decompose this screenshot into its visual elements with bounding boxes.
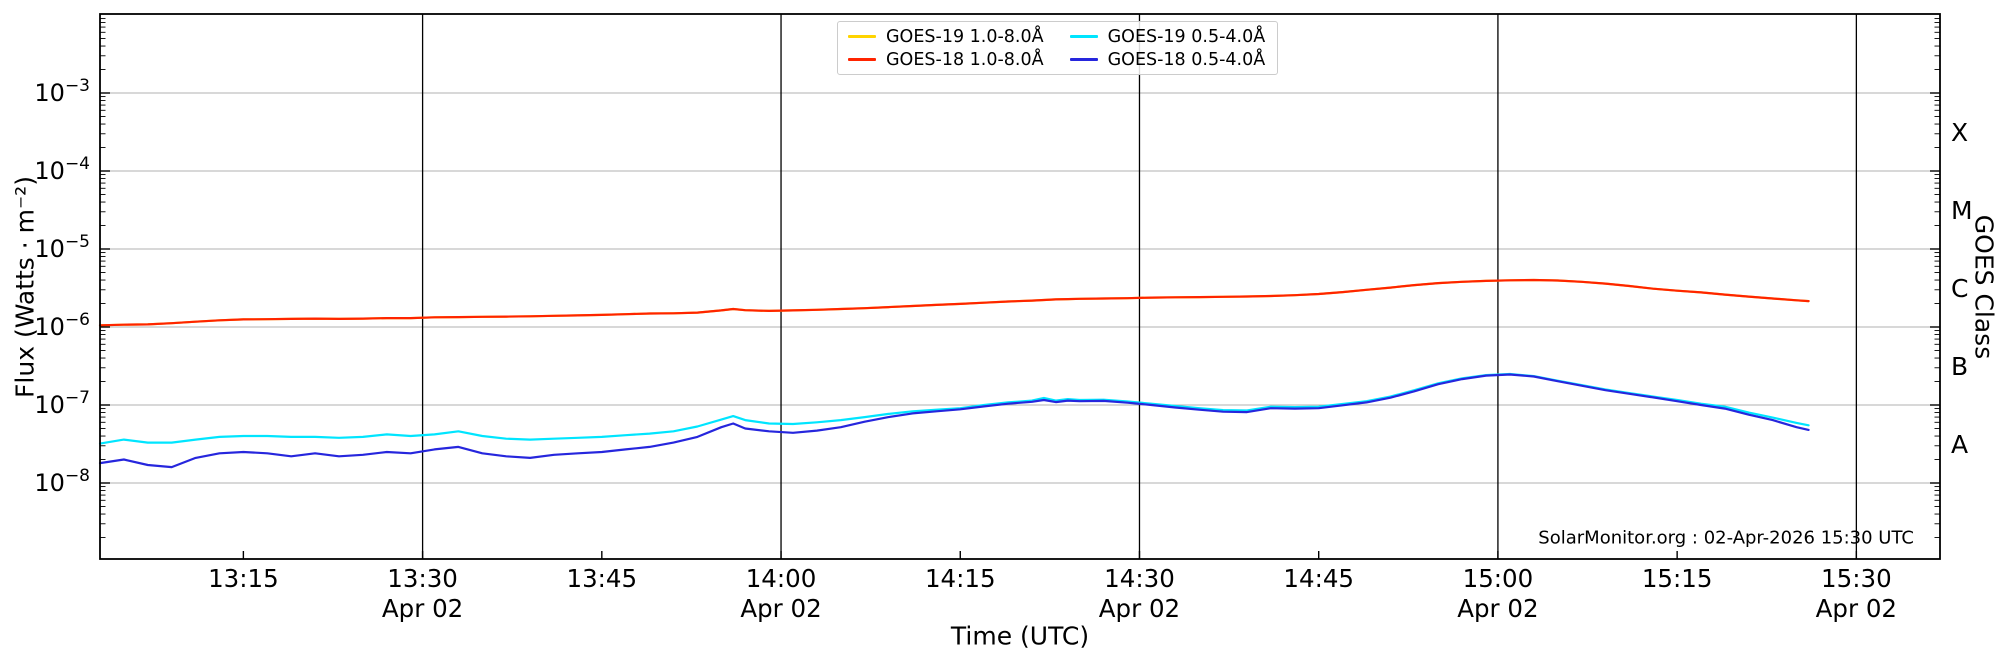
y-tick-label: 10−4 bbox=[34, 154, 90, 185]
x-tick-label: 15:15 bbox=[1642, 564, 1713, 593]
legend: GOES-19 1.0-8.0Å GOES-18 1.0-8.0Å GOES-19 … bbox=[837, 21, 1279, 75]
flux-curves bbox=[98, 278, 1810, 469]
legend-item: GOES-18 1.0-8.0Å bbox=[848, 50, 1044, 70]
legend-label: GOES-18 1.0-8.0Å bbox=[886, 49, 1044, 70]
x-tick-date-label: Apr 02 bbox=[1816, 594, 1897, 623]
goes-class-labels: X M C B A bbox=[1951, 118, 1973, 459]
legend-line-swatch bbox=[848, 58, 876, 61]
goes-class-c: C bbox=[1951, 274, 1968, 303]
x-tick-date-label: Apr 02 bbox=[382, 594, 463, 623]
series-goes-18-0.5-4.0- bbox=[98, 373, 1810, 469]
y-tick-label: 10−5 bbox=[34, 232, 90, 263]
axis-ticks bbox=[100, 18, 1940, 559]
x-tick-label: 14:15 bbox=[925, 564, 996, 593]
legend-label: GOES-18 0.5-4.0Å bbox=[1107, 49, 1266, 70]
x-tick-label: 14:45 bbox=[1283, 564, 1354, 593]
x-tick-date-label: Apr 02 bbox=[740, 594, 821, 623]
y-tick-label: 10−6 bbox=[34, 310, 90, 341]
x-tick-date-label: Apr 02 bbox=[1099, 594, 1180, 623]
x-tick-label: 14:30 bbox=[1104, 564, 1175, 593]
y-tick-label: 10−3 bbox=[34, 76, 90, 107]
goes-class-a: A bbox=[1951, 430, 1968, 459]
x-tick-label: 13:30 bbox=[387, 564, 458, 593]
plot-border bbox=[99, 13, 1941, 560]
x-tick-label: 15:00 bbox=[1463, 564, 1534, 593]
x-tick-label: 14:00 bbox=[746, 564, 817, 593]
legend-line-swatch bbox=[848, 35, 876, 38]
h-gridlines bbox=[100, 92, 1940, 484]
y-tick-label: 10−7 bbox=[34, 388, 90, 419]
goes-class-m: M bbox=[1951, 196, 1973, 225]
legend-line-swatch bbox=[1069, 35, 1098, 38]
x-tick-date-label: Apr 02 bbox=[1457, 594, 1538, 623]
y-axis-label: Flux (Watts · m⁻²) bbox=[10, 176, 40, 398]
x-tick-label: 15:30 bbox=[1821, 564, 1892, 593]
legend-item: GOES-19 0.5-4.0Å bbox=[1069, 26, 1266, 47]
x-tick-label: 13:45 bbox=[567, 564, 638, 593]
legend-item: GOES-18 0.5-4.0Å bbox=[1069, 49, 1266, 70]
y-tick-labels: 10−3 10−4 10−5 10−6 10−7 10−8 bbox=[34, 76, 90, 497]
date-gridlines bbox=[421, 14, 1858, 559]
goes-class-x: X bbox=[1951, 118, 1968, 147]
legend-label: GOES-19 1.0-8.0Å bbox=[886, 26, 1044, 47]
legend-item: GOES-19 1.0-8.0Å bbox=[848, 27, 1044, 47]
legend-line-swatch bbox=[1069, 58, 1098, 61]
x-axis-label: Time (UTC) bbox=[950, 621, 1090, 650]
watermark-text: SolarMonitor.org : 02-Apr-2026 15:30 UTC bbox=[1538, 527, 1914, 549]
goes-class-b: B bbox=[1951, 352, 1968, 381]
y-tick-label: 10−8 bbox=[34, 466, 90, 497]
x-tick-label: 13:15 bbox=[208, 564, 279, 593]
right-axis-label: GOES Class bbox=[1969, 214, 1999, 360]
legend-label: GOES-19 0.5-4.0Å bbox=[1107, 26, 1266, 47]
series-goes-18-1.0-8.0- bbox=[98, 278, 1810, 327]
